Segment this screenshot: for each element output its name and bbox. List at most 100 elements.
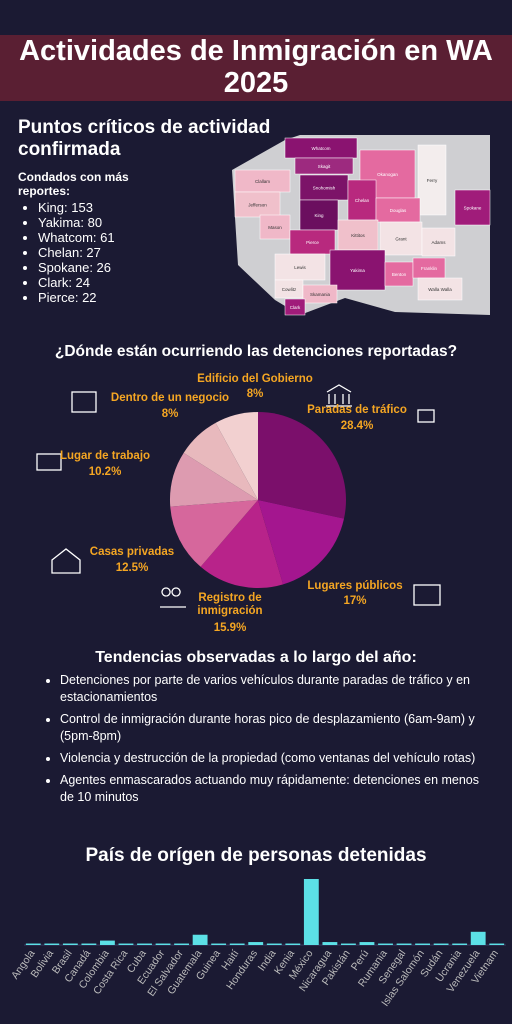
county-label: Skamania	[310, 292, 331, 297]
hotspots-list: King: 153Yakima: 80Whatcom: 61Chelan: 27…	[22, 200, 115, 305]
bar	[378, 943, 393, 945]
hotspot-item: Pierce: 22	[38, 290, 115, 305]
pie-value-label: 8%	[246, 388, 264, 400]
county-label: Kittitos	[351, 233, 365, 238]
icon-house	[51, 548, 81, 574]
county-label: Benton	[392, 272, 407, 277]
county	[259, 214, 291, 240]
pie-category-label: Lugares públicos	[307, 580, 403, 592]
hotspot-item: Chelan: 27	[38, 245, 115, 260]
county	[329, 249, 386, 291]
county	[379, 221, 423, 256]
title-band	[0, 35, 512, 101]
county	[234, 191, 281, 218]
pie-slice	[258, 412, 346, 519]
icon-business	[71, 391, 97, 413]
icons	[36, 384, 441, 608]
bar	[137, 943, 152, 945]
hotspot-item: Yakima: 80	[38, 215, 115, 230]
county	[375, 197, 421, 223]
bar	[359, 942, 375, 945]
pie-slice	[200, 500, 284, 589]
trend-item: Detenciones por parte de varios vehículo…	[60, 672, 480, 706]
county	[347, 179, 377, 221]
county-label: Ferry	[427, 178, 438, 183]
bar	[303, 879, 319, 945]
pie-category-label: Edificio del Gobierno	[197, 373, 313, 385]
county-label: Mason	[268, 225, 282, 230]
bar	[489, 943, 505, 945]
hotspot-item: King: 153	[38, 200, 115, 215]
bar	[470, 931, 486, 945]
county-label: Adams	[431, 240, 446, 245]
bar	[452, 943, 468, 945]
pie-slice	[258, 500, 344, 585]
pie-value-label: 15.9%	[213, 622, 247, 634]
county	[274, 253, 326, 281]
bar	[81, 943, 97, 945]
county-label: Douglas	[390, 208, 407, 213]
hotspots-subtitle: Condados con más reportes:	[18, 170, 129, 198]
pie-slice	[170, 500, 258, 567]
trends-title: Tendencias observadas a lo largo del año…	[95, 649, 417, 666]
trend-item: Violencia y destrucción de la propiedad …	[60, 750, 480, 767]
pie-category-label: Registro de inmigración	[197, 592, 263, 617]
pie-value-label: 10.2%	[88, 466, 122, 478]
county-label: Jefferson	[248, 203, 267, 208]
county	[284, 298, 306, 316]
county-label: Cowlitz	[282, 287, 297, 292]
bar	[118, 943, 134, 945]
county	[337, 219, 379, 251]
pie-slice	[170, 452, 258, 507]
trends-list: Detenciones por parte de varios vehículo…	[42, 672, 480, 811]
trend-item: Agentes enmascarados actuando muy rápida…	[60, 772, 480, 806]
bar	[100, 940, 115, 945]
bar	[285, 943, 301, 945]
hotspot-item: Whatcom: 61	[38, 230, 115, 245]
bar	[322, 942, 338, 945]
pie-value-label: 28.4%	[340, 420, 374, 432]
county	[289, 229, 336, 255]
county-label: Whatcom	[311, 146, 330, 151]
bar	[396, 943, 412, 945]
bar	[211, 943, 227, 945]
pie-value-label: 8%	[161, 408, 179, 420]
pie-slice	[183, 422, 258, 500]
bar	[415, 943, 430, 945]
bar	[155, 943, 171, 945]
county-label: Clallam	[255, 179, 270, 184]
county-label: Okanogan	[377, 172, 398, 177]
county-label: Snohomish	[313, 186, 336, 191]
county-label: Lewis	[294, 265, 306, 270]
bar-title: País de orígen de personas detenidas	[85, 845, 427, 866]
hotspot-item: Clark: 24	[38, 275, 115, 290]
bar	[229, 943, 245, 945]
county-label: King	[314, 213, 324, 218]
county-label: Yakima	[350, 268, 365, 273]
county	[454, 189, 491, 226]
county-label: Franklin	[421, 266, 438, 271]
icon-traffic	[417, 409, 435, 423]
county-label: Grant	[395, 237, 407, 242]
bar	[341, 943, 356, 945]
bar	[62, 943, 78, 945]
bar	[266, 943, 282, 945]
county-label: Clark	[290, 305, 301, 310]
bar	[248, 942, 264, 945]
page-title: Actividades de Inmigración en WA 2025	[19, 35, 493, 99]
pie-slice	[215, 412, 258, 500]
icon-government	[326, 384, 352, 407]
bar	[192, 934, 208, 945]
pie-category-label: Paradas de tráfico	[307, 404, 407, 416]
hotspots-title: Puntos críticos de actividad confirmada	[18, 117, 271, 160]
pie-category-label: Dentro de un negocio	[110, 392, 230, 404]
bar	[174, 943, 189, 945]
pie-value-label: 12.5%	[115, 562, 149, 574]
trend-item: Control de inmigración durante horas pic…	[60, 711, 480, 745]
pie-category-label: Lugar de trabajo	[59, 450, 151, 462]
county	[417, 144, 447, 216]
icon-public	[413, 584, 441, 606]
county-label: Chelan	[355, 198, 370, 203]
county	[294, 157, 354, 175]
